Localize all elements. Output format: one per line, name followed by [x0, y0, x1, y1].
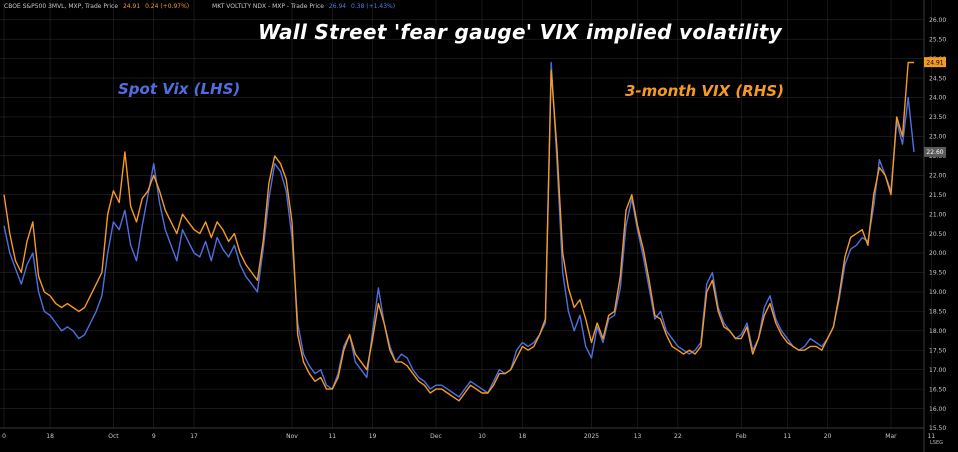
- y-axis: 15.50 16.00 16.50 17.00 17.50 18.00 18.50 19.00…: [929, 17, 946, 432]
- y-tick-label: 21.00: [929, 211, 946, 218]
- legend-vxn-change: 0.38 (+1.43%): [351, 3, 396, 10]
- y-tick-label: 20.00: [929, 250, 946, 257]
- x-tick-label: Dec: [430, 433, 442, 440]
- y-tick-label: 23.00: [929, 134, 946, 141]
- legend-vix3m-name: CBOE S&P500 3MVL, MXP, Trade Price: [4, 3, 119, 10]
- y-tick-label: 20.50: [929, 231, 946, 238]
- series-line-3m-vix: [3, 61, 914, 402]
- legend-vxn-value: 26.94: [328, 3, 347, 10]
- x-tick-label: 11: [927, 433, 935, 440]
- legend-vxn-name: MKT VOLTLTY NDX - MXP - Trade Price: [212, 3, 324, 10]
- y-tick-label: 24.50: [929, 75, 946, 82]
- series-group: [3, 61, 915, 402]
- legend-vix3m-value: 24.91: [122, 3, 141, 10]
- x-tick-label: Feb: [736, 433, 747, 440]
- y-tick-label: 24.00: [929, 95, 946, 102]
- y-tick-label: 18.00: [929, 328, 946, 335]
- y-tick-label: 18.50: [929, 309, 946, 316]
- watermark-logo: LSEG: [930, 440, 943, 446]
- label-spot-vix: Spot Vix (LHS): [118, 80, 241, 98]
- legend-row: CBOE S&P500 3MVL, MXP, Trade Price 24.91…: [4, 3, 398, 15]
- x-tick-label: 2025: [584, 433, 599, 440]
- y-tick-label: 17.00: [929, 367, 946, 374]
- x-tick-label: 11: [328, 433, 336, 440]
- last-value-badges: 24.91 22.60: [924, 57, 946, 157]
- y-tick-label: 16.00: [929, 406, 946, 413]
- last-value-badge: [924, 146, 946, 157]
- x-tick-label: 20: [824, 433, 832, 440]
- last-value-label: 24.91: [926, 59, 943, 66]
- chart-title: Wall Street 'fear gauge' VIX implied vol…: [258, 20, 782, 44]
- x-tick-label: 17: [190, 433, 198, 440]
- y-tick-label: 22.00: [929, 172, 946, 179]
- y-tick-label: 16.50: [929, 386, 946, 393]
- last-value-badge: [924, 57, 946, 68]
- x-tick-label: 18: [46, 433, 54, 440]
- x-tick-label: 13: [634, 433, 642, 440]
- series-line-spot-vix: [3, 61, 915, 398]
- y-tick-label: 26.00: [929, 17, 946, 24]
- gridlines: [0, 0, 932, 429]
- x-tick-label: 19: [369, 433, 377, 440]
- x-tick-label: 0: [2, 433, 6, 440]
- x-tick-label: 10: [478, 433, 486, 440]
- y-tick-label: 23.50: [929, 114, 946, 121]
- legend-vix3m-change: 0.24 (+0.97%): [145, 3, 190, 10]
- last-value-label: 22.60: [926, 149, 943, 156]
- y-tick-label: 21.50: [929, 192, 946, 199]
- y-tick-label: 19.00: [929, 289, 946, 296]
- x-tick-label: 9: [152, 433, 156, 440]
- x-tick-label: 11: [783, 433, 791, 440]
- y-tick-label: 15.50: [929, 425, 946, 432]
- x-tick-label: 18: [519, 433, 527, 440]
- x-tick-label: Nov: [286, 433, 298, 440]
- x-tick-label: 22: [674, 433, 682, 440]
- y-tick-label: 25.50: [929, 36, 946, 43]
- x-axis: 0 18 Oct 9 17 Nov 11 19 Dec 10 18 2025 13 22 Feb 11 20 Ma…: [2, 433, 935, 440]
- y-tick-label: 19.50: [929, 270, 946, 277]
- label-3m-vix: 3-month VIX (RHS): [625, 82, 784, 100]
- x-tick-label: Oct: [108, 433, 119, 440]
- x-tick-label: Mar: [885, 433, 897, 440]
- y-tick-label: 17.50: [929, 347, 946, 354]
